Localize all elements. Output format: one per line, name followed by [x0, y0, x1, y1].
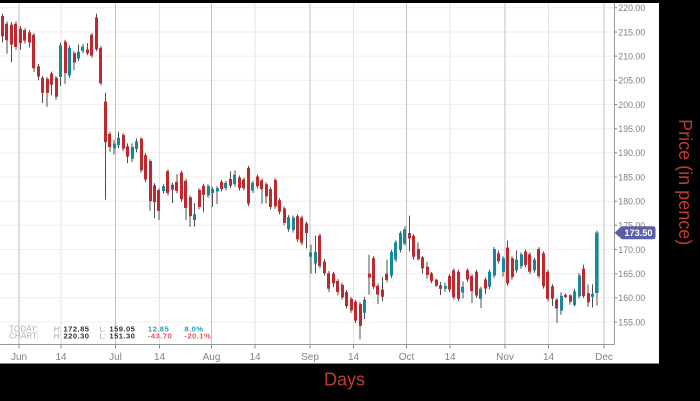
svg-text:14: 14: [154, 352, 166, 363]
svg-text:205.00: 205.00: [618, 76, 645, 86]
svg-text:170.00: 170.00: [618, 245, 645, 255]
svg-text:Jul: Jul: [109, 352, 122, 363]
svg-text:Nov: Nov: [496, 352, 514, 363]
svg-text:H:: H:: [54, 325, 62, 334]
svg-text:159.05: 159.05: [109, 325, 135, 334]
svg-text:-43.70: -43.70: [148, 332, 172, 341]
svg-text:Dec: Dec: [595, 352, 613, 363]
svg-text:14: 14: [55, 352, 67, 363]
svg-text:CHART:: CHART:: [9, 332, 38, 341]
svg-text:180.00: 180.00: [618, 197, 645, 207]
svg-text:L:: L:: [100, 325, 106, 334]
svg-text:Aug: Aug: [203, 352, 221, 363]
svg-text:H:: H:: [54, 332, 62, 341]
svg-text:220.00: 220.00: [618, 3, 645, 13]
svg-text:200.00: 200.00: [618, 100, 645, 110]
svg-text:Oct: Oct: [399, 352, 415, 363]
svg-text:172.85: 172.85: [64, 325, 90, 334]
svg-text:14: 14: [348, 352, 360, 363]
svg-text:185.00: 185.00: [618, 172, 645, 182]
svg-text:TODAY:: TODAY:: [9, 325, 38, 334]
svg-text:Jun: Jun: [11, 352, 27, 363]
svg-text:Days: Days: [324, 370, 365, 390]
svg-text:160.00: 160.00: [618, 293, 645, 303]
svg-text:8.0%: 8.0%: [184, 325, 203, 334]
svg-text:155.00: 155.00: [618, 317, 645, 327]
svg-text:220.30: 220.30: [64, 332, 90, 341]
svg-text:14: 14: [543, 352, 555, 363]
svg-text:14: 14: [444, 352, 456, 363]
svg-text:195.00: 195.00: [618, 124, 645, 134]
svg-text:173.50: 173.50: [624, 228, 652, 238]
svg-text:175.00: 175.00: [618, 221, 645, 231]
svg-text:L:: L:: [100, 332, 106, 341]
svg-text:190.00: 190.00: [618, 148, 645, 158]
svg-text:-20.1%: -20.1%: [184, 332, 211, 341]
svg-text:12.85: 12.85: [148, 325, 170, 334]
svg-text:151.30: 151.30: [109, 332, 135, 341]
svg-text:Price (in pence): Price (in pence): [675, 119, 695, 245]
svg-text:Sep: Sep: [301, 352, 319, 363]
svg-text:14: 14: [249, 352, 261, 363]
svg-text:215.00: 215.00: [618, 27, 645, 37]
svg-text:210.00: 210.00: [618, 52, 645, 62]
svg-text:165.00: 165.00: [618, 269, 645, 279]
